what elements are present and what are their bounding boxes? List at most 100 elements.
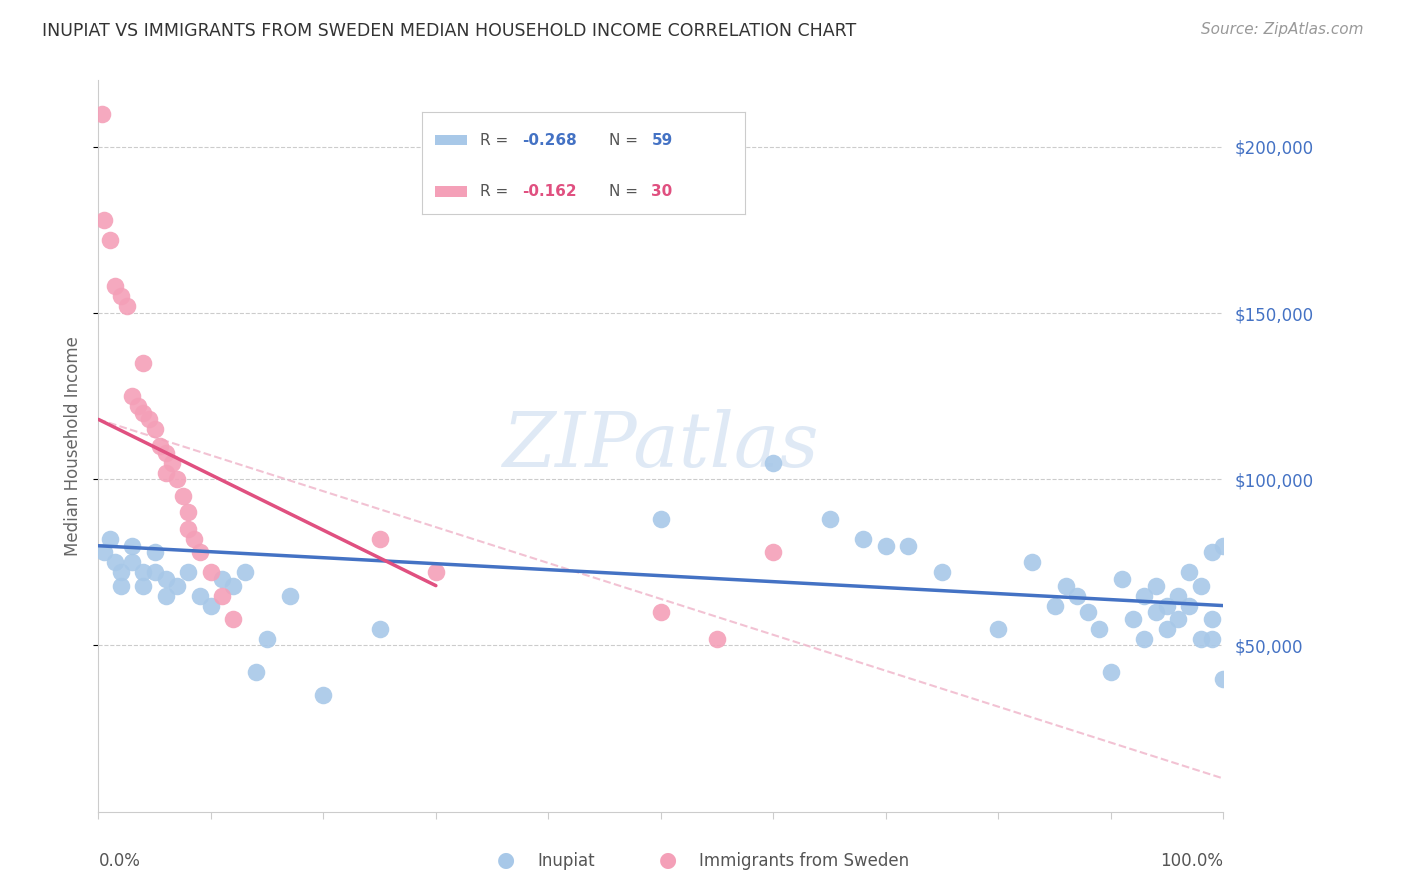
Point (222, 612, 245, 626)
Point (278, 589, 301, 603)
Point (155, 466, 177, 480)
Point (706, 632, 728, 646)
Text: ●: ● (498, 850, 515, 870)
Point (1189, 579, 1212, 593)
Point (897, 539, 920, 553)
Point (183, 532, 205, 546)
Point (368, 532, 391, 546)
Point (177, 566, 200, 580)
Point (1212, 672, 1234, 686)
Point (200, 599, 222, 613)
Point (90, 106, 112, 120)
Point (1178, 566, 1201, 580)
Text: Inupiat: Inupiat (537, 852, 595, 870)
Point (121, 389, 143, 403)
Point (160, 456, 183, 470)
Point (1144, 605, 1167, 619)
Point (650, 512, 672, 526)
Text: 100.0%: 100.0% (1160, 852, 1223, 870)
Point (143, 422, 166, 436)
Text: ●: ● (659, 850, 676, 870)
Point (1021, 555, 1043, 569)
Text: -0.162: -0.162 (522, 184, 576, 199)
Point (222, 579, 245, 593)
Point (127, 399, 149, 413)
Point (762, 545, 785, 559)
Point (104, 555, 127, 569)
Point (875, 539, 897, 553)
Point (425, 566, 447, 580)
Point (149, 439, 172, 453)
Point (166, 472, 188, 486)
Point (1122, 612, 1144, 626)
Point (177, 522, 200, 536)
Point (1156, 599, 1178, 613)
Point (98, 233, 121, 247)
Point (852, 532, 875, 546)
Y-axis label: Median Household Income: Median Household Income (65, 336, 83, 556)
Point (155, 572, 177, 586)
Point (155, 445, 177, 459)
Point (256, 632, 278, 646)
Point (132, 406, 155, 420)
Point (1167, 589, 1189, 603)
Point (1144, 579, 1167, 593)
Point (987, 622, 1010, 636)
Bar (434, 186, 467, 196)
Point (1133, 589, 1156, 603)
Text: Immigrants from Sweden: Immigrants from Sweden (699, 852, 908, 870)
Point (93, 213, 115, 227)
Text: R =: R = (479, 184, 513, 199)
Text: INUPIAT VS IMMIGRANTS FROM SWEDEN MEDIAN HOUSEHOLD INCOME CORRELATION CHART: INUPIAT VS IMMIGRANTS FROM SWEDEN MEDIAN… (42, 22, 856, 40)
Point (1088, 622, 1111, 636)
Bar (434, 135, 467, 145)
Point (155, 589, 177, 603)
Point (138, 412, 160, 426)
Point (245, 665, 267, 679)
Point (1201, 632, 1223, 646)
Point (762, 456, 785, 470)
Point (121, 555, 143, 569)
Point (132, 579, 155, 593)
Point (818, 512, 841, 526)
Point (1054, 579, 1077, 593)
Point (188, 545, 211, 559)
Text: N =: N = (609, 133, 643, 148)
Point (143, 545, 166, 559)
Point (93, 545, 115, 559)
Point (115, 299, 138, 313)
Text: Source: ZipAtlas.com: Source: ZipAtlas.com (1201, 22, 1364, 37)
Point (143, 566, 166, 580)
Point (312, 689, 335, 703)
Point (121, 539, 143, 553)
Point (233, 566, 256, 580)
Point (132, 566, 155, 580)
Point (132, 356, 155, 370)
Point (368, 622, 391, 636)
Point (200, 566, 222, 580)
Point (110, 579, 132, 593)
Point (1189, 632, 1212, 646)
Text: -0.268: -0.268 (522, 133, 576, 148)
Point (98, 532, 121, 546)
Point (1077, 605, 1099, 619)
Point (1066, 589, 1088, 603)
Point (211, 589, 233, 603)
Point (1178, 599, 1201, 613)
Point (1212, 539, 1234, 553)
Point (931, 566, 953, 580)
Point (188, 589, 211, 603)
Point (172, 489, 194, 503)
Point (1133, 632, 1156, 646)
Point (177, 506, 200, 520)
Point (1156, 622, 1178, 636)
Text: R =: R = (479, 133, 513, 148)
Text: 0.0%: 0.0% (98, 852, 141, 870)
Text: 30: 30 (651, 184, 672, 199)
Point (1167, 612, 1189, 626)
Point (1111, 572, 1133, 586)
Point (110, 566, 132, 580)
Point (104, 279, 127, 293)
Point (1201, 612, 1223, 626)
Point (166, 579, 188, 593)
